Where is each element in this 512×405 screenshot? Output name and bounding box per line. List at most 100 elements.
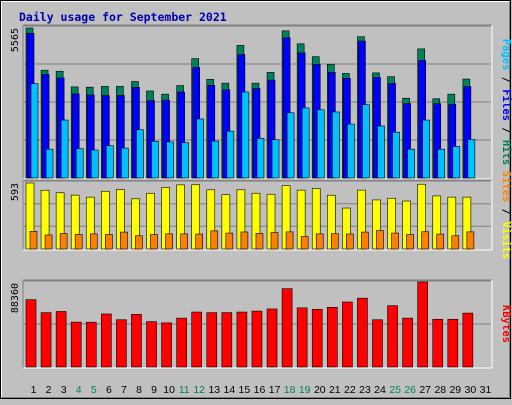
bar-files	[102, 95, 110, 179]
chart-title: Daily usage for September 2021	[19, 10, 227, 24]
bar-pages	[151, 141, 159, 179]
bar-files	[117, 95, 125, 179]
bar-kbytes	[85, 321, 97, 368]
bar-sites	[361, 231, 369, 250]
bar-pages	[121, 147, 129, 179]
bar-sites	[406, 234, 414, 250]
bar-pages	[347, 123, 355, 179]
x-tick-label: 16	[254, 384, 266, 396]
bar-pages	[106, 145, 114, 179]
x-tick-label: 4	[76, 384, 82, 396]
bar-kbytes	[40, 312, 52, 368]
x-tick-label: 14	[224, 384, 236, 396]
hits-files-pages-panel-series-label-part: Pages	[500, 39, 512, 71]
bar-pages	[45, 148, 54, 179]
visits-sites-panel-series-label-part: /	[500, 202, 512, 221]
bar-sites	[165, 233, 173, 250]
x-tick-label: 20	[314, 384, 326, 396]
kbytes-panel-series-label: KBytes	[500, 305, 512, 343]
bar-sites	[346, 233, 354, 250]
bar-sites	[300, 236, 309, 250]
bar-files	[418, 60, 426, 179]
bar-pages	[407, 148, 415, 179]
bar-files	[403, 103, 411, 179]
bar-sites	[315, 233, 324, 250]
bar-kbytes	[311, 308, 323, 368]
bar-files	[147, 100, 155, 179]
x-tick-label: 21	[329, 384, 341, 396]
hits-files-pages-panel-series-label-part: /	[500, 70, 512, 89]
bar-files	[267, 79, 276, 179]
bar-pages	[316, 109, 325, 179]
bar-sites	[195, 233, 204, 250]
bar-kbytes	[221, 312, 233, 368]
bar-sites	[59, 233, 68, 250]
bar-sites	[285, 231, 294, 250]
bar-kbytes	[236, 311, 248, 368]
bar-sites	[105, 234, 113, 250]
bar-pages	[452, 146, 461, 179]
bar-pages	[136, 129, 144, 179]
x-tick-label: 7	[121, 384, 127, 396]
x-tick-label: 10	[163, 384, 175, 396]
chart-panels: 5565 Pages / Files / Hits 593 Sites / Visit…	[10, 24, 512, 369]
bar-kbytes	[326, 306, 338, 368]
x-tick-label: 6	[106, 384, 112, 396]
x-tick-label: 11	[179, 384, 190, 396]
bar-pages	[392, 131, 400, 179]
bar-files	[207, 84, 216, 179]
bar-sites	[225, 232, 234, 250]
bar-kbytes	[372, 319, 383, 368]
bar-pages	[331, 111, 340, 179]
bar-sites	[240, 231, 249, 250]
bar-pages	[166, 141, 174, 179]
x-tick-label: 25	[389, 384, 401, 396]
bar-kbytes	[342, 301, 353, 368]
x-tick-label: 5	[91, 384, 97, 396]
bar-kbytes	[25, 299, 37, 368]
bar-files	[463, 86, 472, 179]
x-tick-label: 9	[151, 384, 157, 396]
hits-files-pages-panel-series-label-part: Files	[500, 89, 512, 121]
bar-pages	[256, 138, 265, 179]
kbytes-panel-series-label-part: KBytes	[500, 305, 512, 343]
bar-sites	[29, 231, 38, 250]
bar-kbytes	[357, 297, 368, 368]
bar-pages	[301, 107, 310, 179]
bar-pages	[362, 104, 370, 179]
x-tick-label: 15	[239, 384, 251, 396]
bar-files	[252, 88, 261, 179]
bar-pages	[196, 118, 205, 179]
bar-sites	[436, 233, 445, 250]
bar-kbytes	[176, 317, 187, 368]
hits-files-pages-panel-ymax-label: 5565	[10, 28, 21, 52]
x-tick-label: 18	[284, 384, 296, 396]
x-tick-label: 2	[46, 384, 52, 396]
bar-sites	[270, 232, 279, 250]
x-axis-ticks: 1 2 3 4 5 6 7 8 9 10 11 12 13 14 15 16 17 18 19 20 21 22 23 24 2…	[31, 384, 492, 396]
bar-kbytes	[417, 281, 428, 368]
bar-pages	[226, 130, 235, 179]
bar-pages	[75, 148, 84, 179]
bar-files	[388, 83, 396, 179]
bar-files	[41, 74, 50, 179]
bar-pages	[377, 125, 385, 179]
x-tick-label: 28	[434, 384, 446, 396]
x-tick-label: 3	[61, 384, 67, 396]
bar-pages	[60, 119, 69, 179]
visits-sites-panel-series-label-part: Visits	[500, 221, 512, 259]
x-tick-label: 19	[299, 384, 311, 396]
bar-kbytes	[191, 311, 203, 368]
bar-pages	[437, 148, 446, 179]
bar-kbytes	[70, 321, 82, 368]
bar-files	[177, 91, 185, 179]
bar-kbytes	[462, 312, 474, 368]
bar-sites	[180, 233, 188, 250]
bar-pages	[241, 91, 250, 179]
bar-pages	[467, 139, 476, 179]
bar-files	[86, 94, 95, 179]
bar-sites	[376, 230, 384, 250]
bar-pages	[286, 112, 295, 179]
bar-kbytes	[402, 317, 413, 368]
